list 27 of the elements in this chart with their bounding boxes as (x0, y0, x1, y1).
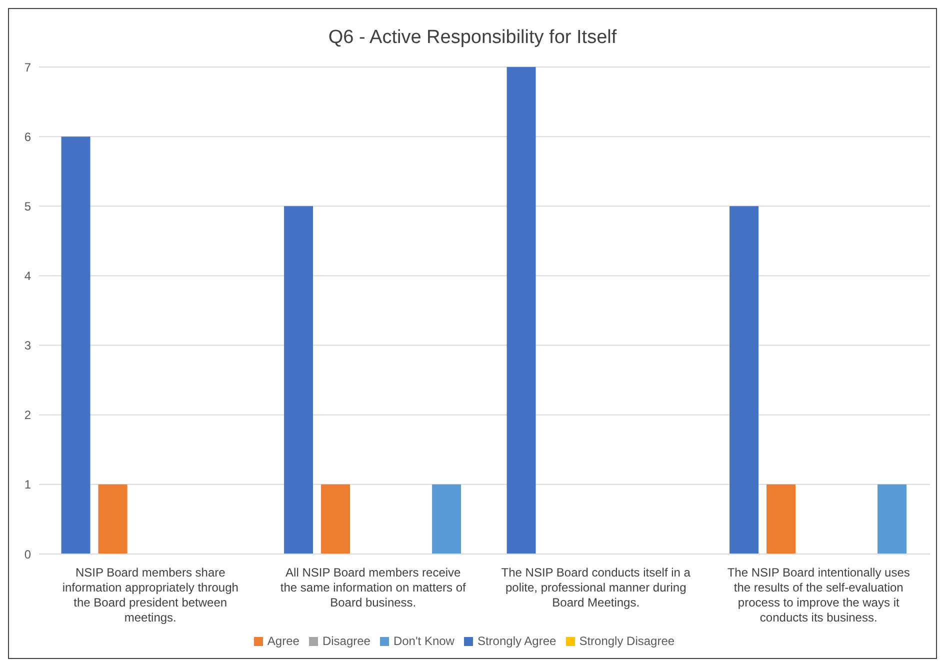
bar (766, 484, 796, 554)
bar (506, 67, 536, 554)
x-tick-label: NSIP Board members share information appropriately through the Board president between meetings. (62, 566, 238, 625)
y-tick-label: 7 (24, 60, 32, 74)
y-tick-label: 6 (24, 130, 32, 144)
y-tick-label: 0 (24, 547, 32, 562)
legend-label: Agree (267, 634, 300, 648)
chart-title: Q6 - Active Responsibility for Itself (327, 27, 618, 50)
bar (730, 206, 759, 554)
bar (284, 206, 314, 554)
legend-label: Don't Know (393, 634, 454, 648)
y-tick-label: 1 (24, 478, 32, 492)
y-tick-label: 2 (24, 408, 32, 422)
bar (61, 136, 90, 554)
bar (321, 484, 350, 554)
y-tick-label: 5 (24, 199, 32, 214)
bar (432, 484, 462, 554)
x-tick-label: All NSIP Board members receive the same information on matters of Board business. (280, 566, 466, 610)
legend-label: Strongly Agree (477, 634, 556, 648)
bar (98, 484, 128, 554)
x-tick-label: The NSIP Board conducts itself in a polite, professional manner during Board Meetings. (501, 566, 691, 610)
x-tick-label: The NSIP Board intentionally uses the results of the self-evaluation process to improve the ways it conducts its business. (727, 566, 910, 625)
legend-label: Disagree (322, 634, 370, 648)
bar (878, 484, 907, 554)
y-tick-label: 4 (24, 268, 32, 283)
y-tick-label: 3 (24, 338, 32, 353)
legend-label: Strongly Disagree (579, 634, 675, 648)
